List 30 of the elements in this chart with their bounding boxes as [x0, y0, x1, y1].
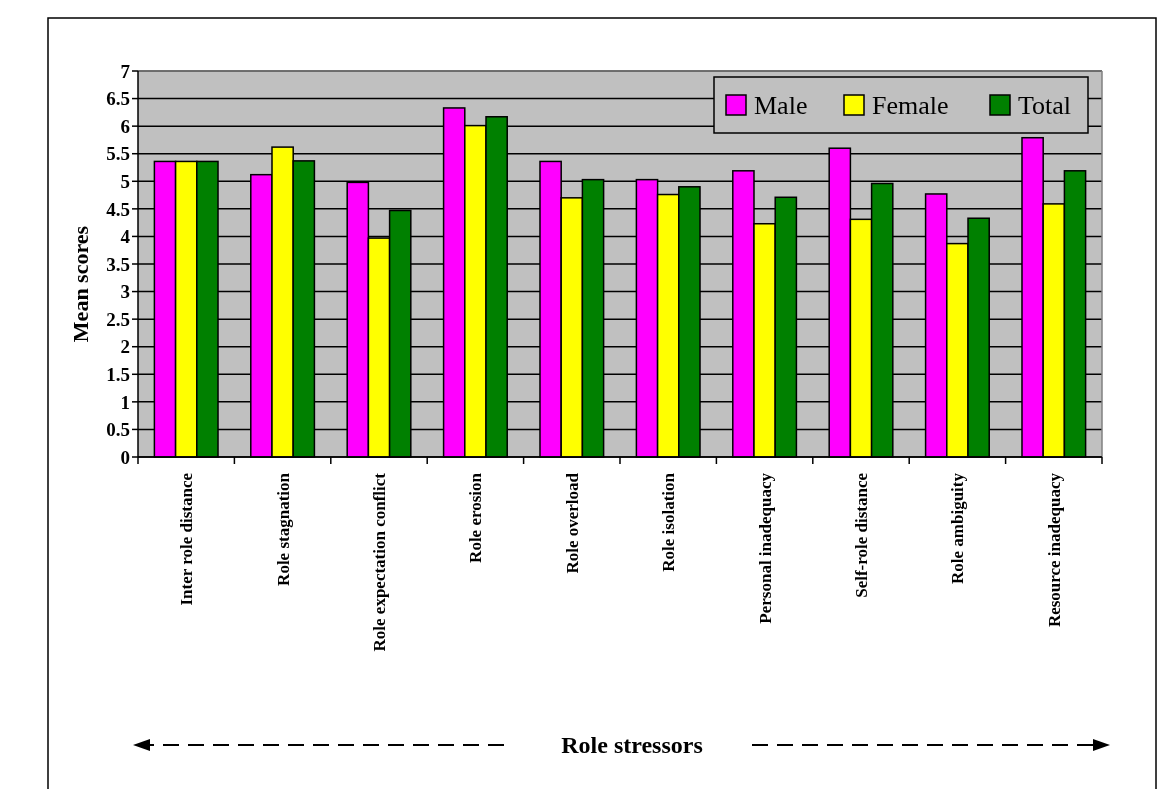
y-tick-label: 2 — [120, 336, 130, 358]
x-tick-label: Role erosion — [466, 472, 486, 563]
y-tick-label: 6 — [120, 115, 130, 137]
x-axis-title: Role stressors — [561, 732, 703, 759]
y-tick-label: 0.5 — [106, 419, 130, 441]
x-tick-label: Role overload — [562, 472, 582, 574]
x-tick-label: Role stagnation — [273, 472, 293, 586]
legend-label: Total — [1018, 91, 1072, 121]
y-tick-label: 7 — [120, 60, 131, 82]
y-tick-label: 0 — [120, 446, 130, 468]
y-tick-label: 3 — [120, 281, 130, 303]
y-tick-label: 5.5 — [106, 143, 130, 165]
y-tick-label: 6.5 — [106, 88, 130, 110]
y-axis-title: Mean scores — [68, 225, 93, 343]
y-tick-label: 3.5 — [106, 253, 130, 275]
y-tick-label: 1 — [120, 391, 130, 413]
y-tick-label: 4 — [120, 226, 131, 248]
x-tick-label: Role isolation — [659, 472, 679, 572]
y-tick-label: 1.5 — [106, 363, 130, 385]
y-tick-label: 4.5 — [106, 198, 130, 220]
x-tick-label: Resource inadequacy — [1044, 472, 1064, 628]
y-tick-label: 2.5 — [106, 308, 130, 330]
x-tick-label: Role ambiguity — [948, 472, 968, 584]
legend-label: Female — [872, 91, 949, 121]
x-tick-label: Personal inadequacy — [755, 472, 775, 624]
x-tick-label: Inter role distance — [177, 472, 197, 606]
x-tick-label: Self-role distance — [851, 472, 871, 598]
x-tick-label: Role expectation conflict — [369, 472, 389, 652]
legend-label: Male — [754, 91, 808, 121]
y-tick-label: 5 — [120, 170, 130, 192]
